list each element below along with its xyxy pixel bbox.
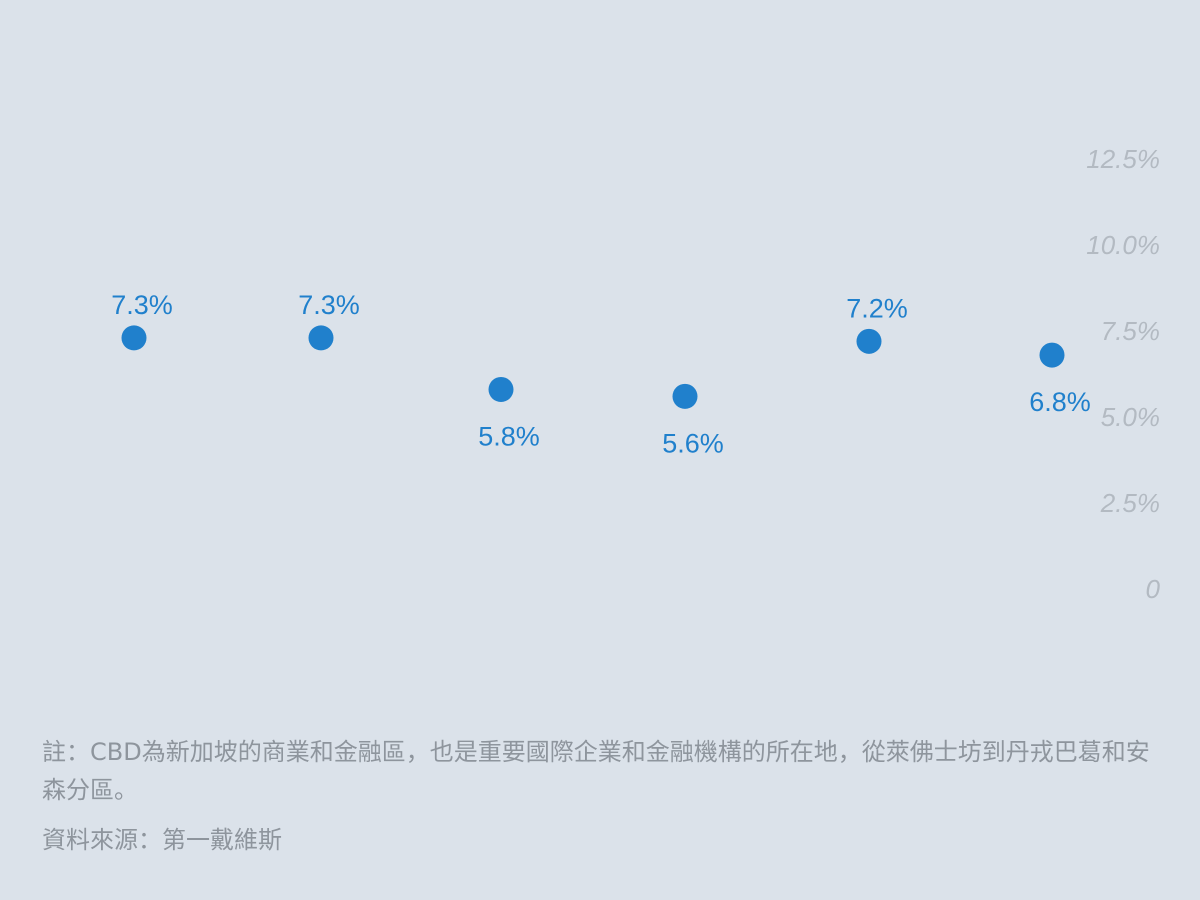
data-point: [121, 325, 147, 351]
y-tick-label: 7.5%: [1101, 316, 1160, 346]
y-tick-label: 10.0%: [1086, 230, 1160, 260]
data-label: 7.3%: [298, 290, 360, 320]
data-point: [672, 383, 698, 409]
data-point: [308, 325, 334, 351]
y-tick-label: 12.5%: [1086, 144, 1160, 174]
chart: 0 2.5% 5.0% 7.5% 10.0% 12.5% 7.3% 7.3% 5.8% 5.6%…: [111, 144, 1160, 604]
y-tick-label: 2.5%: [1100, 488, 1160, 518]
y-axis: 0 2.5% 5.0% 7.5% 10.0% 12.5%: [1086, 144, 1160, 604]
data-label: 6.8%: [1029, 387, 1091, 417]
data-label: 5.6%: [662, 428, 724, 458]
data-label: 7.2%: [846, 293, 908, 323]
data-point: [1039, 342, 1065, 368]
footnote: 註：CBD為新加坡的商業和金融區，也是重要國際企業和金融機構的所在地，從萊佛士坊…: [42, 738, 1150, 804]
data-label: 7.3%: [111, 290, 173, 320]
source-note: 資料來源：第一戴維斯: [42, 826, 282, 854]
y-tick-label: 5.0%: [1101, 402, 1160, 432]
data-label: 5.8%: [478, 421, 540, 451]
data-point: [488, 376, 514, 402]
y-tick-label: 0: [1146, 574, 1161, 604]
data-point: [856, 328, 882, 354]
data-points: 7.3% 7.3% 5.8% 5.6% 7.2% 6.8%: [111, 290, 1091, 458]
